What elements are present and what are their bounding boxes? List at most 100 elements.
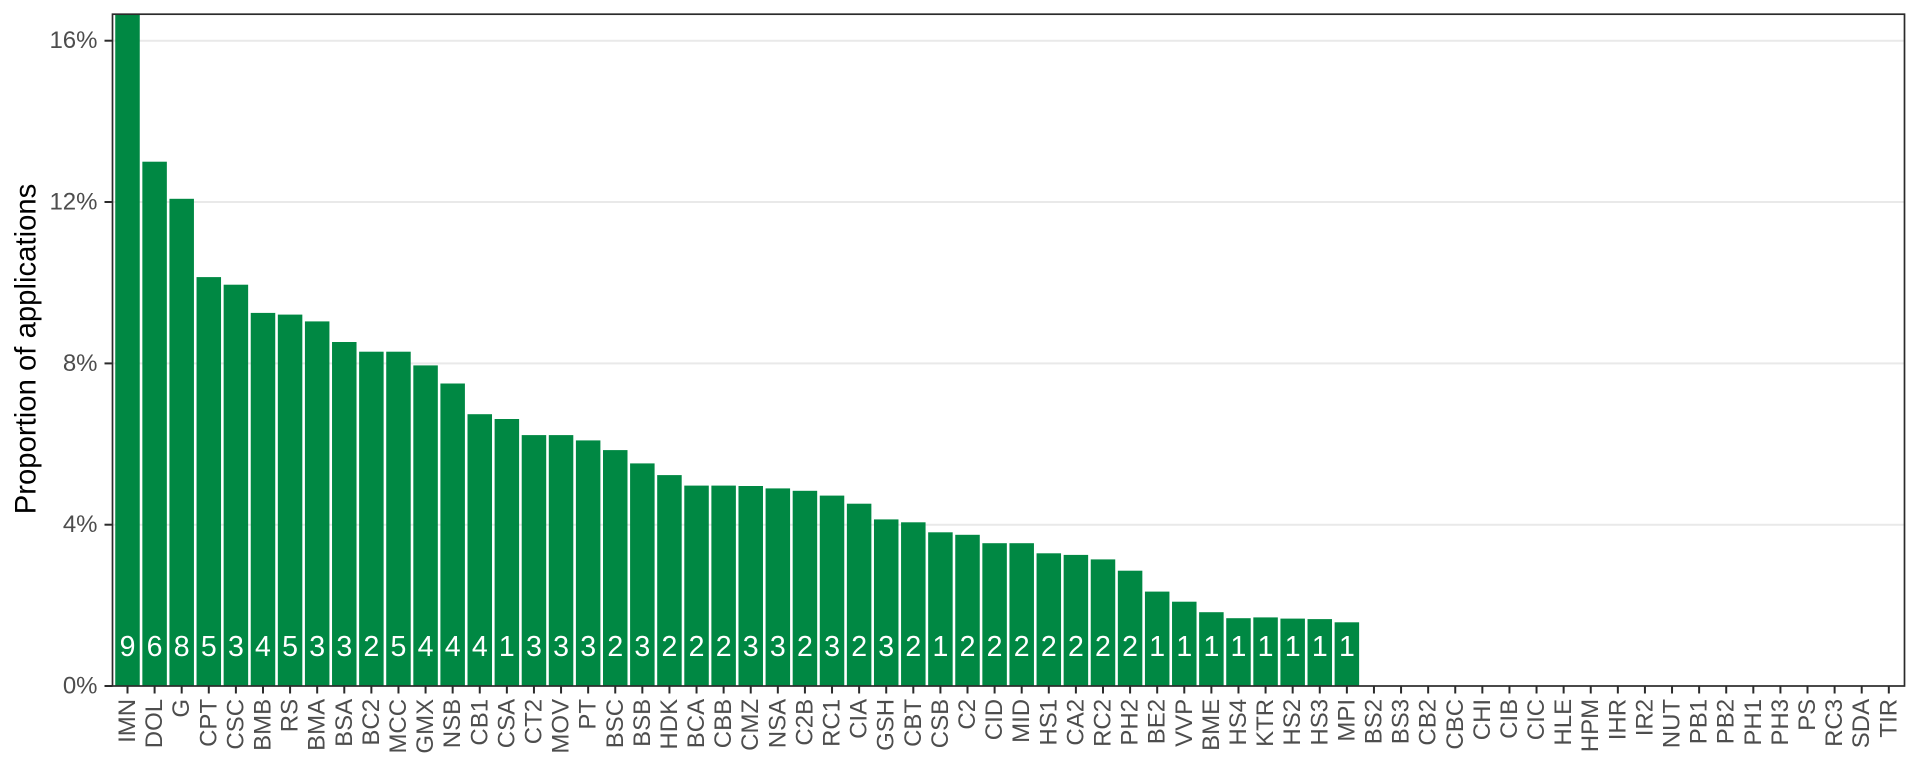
svg-text:9: 9: [120, 631, 136, 663]
svg-text:MPI: MPI: [1333, 699, 1360, 742]
svg-text:HS2: HS2: [1279, 699, 1306, 746]
svg-text:CIB: CIB: [1496, 699, 1523, 739]
svg-text:CMZ: CMZ: [737, 699, 764, 751]
svg-text:CIC: CIC: [1523, 699, 1550, 740]
svg-text:1: 1: [1203, 631, 1219, 663]
svg-text:CSC: CSC: [222, 699, 249, 750]
svg-text:12%: 12%: [49, 189, 97, 216]
svg-text:PH3: PH3: [1767, 699, 1794, 746]
svg-text:NUT: NUT: [1659, 699, 1686, 749]
svg-text:CSA: CSA: [493, 699, 520, 748]
svg-text:2: 2: [1095, 631, 1111, 663]
svg-text:HS3: HS3: [1306, 699, 1333, 746]
svg-text:1: 1: [1149, 631, 1165, 663]
svg-text:BE2: BE2: [1144, 699, 1171, 744]
svg-text:3: 3: [553, 631, 569, 663]
svg-text:HPM: HPM: [1577, 699, 1604, 752]
svg-text:GMX: GMX: [412, 699, 439, 754]
svg-text:5: 5: [201, 631, 217, 663]
svg-text:C2: C2: [954, 699, 981, 730]
svg-text:2: 2: [987, 631, 1003, 663]
svg-text:BC2: BC2: [358, 699, 385, 746]
svg-text:PB1: PB1: [1686, 699, 1713, 744]
svg-text:IR2: IR2: [1631, 699, 1658, 736]
svg-text:4: 4: [445, 631, 461, 663]
svg-text:4%: 4%: [63, 511, 98, 538]
svg-text:NSA: NSA: [764, 699, 791, 748]
svg-text:CSB: CSB: [927, 699, 954, 748]
svg-text:CIA: CIA: [846, 699, 873, 739]
svg-text:CID: CID: [981, 699, 1008, 740]
svg-text:2: 2: [1122, 631, 1138, 663]
svg-text:5: 5: [282, 631, 298, 663]
svg-text:2: 2: [1014, 631, 1030, 663]
svg-text:GSH: GSH: [873, 699, 900, 751]
svg-text:PT: PT: [575, 699, 602, 730]
svg-text:1: 1: [932, 631, 948, 663]
svg-text:4: 4: [418, 631, 434, 663]
svg-text:3: 3: [580, 631, 596, 663]
svg-text:1: 1: [1312, 631, 1328, 663]
svg-text:5: 5: [391, 631, 407, 663]
svg-text:DOL: DOL: [141, 699, 168, 748]
svg-text:3: 3: [336, 631, 352, 663]
svg-text:BS2: BS2: [1360, 699, 1387, 744]
svg-text:2: 2: [363, 631, 379, 663]
svg-text:G: G: [168, 699, 195, 718]
svg-text:CB2: CB2: [1415, 699, 1442, 746]
svg-text:MID: MID: [1008, 699, 1035, 743]
svg-text:HS4: HS4: [1225, 699, 1252, 746]
svg-text:CBC: CBC: [1442, 699, 1469, 750]
svg-text:BCA: BCA: [683, 699, 710, 748]
svg-text:3: 3: [770, 631, 786, 663]
svg-text:HDK: HDK: [656, 699, 683, 750]
svg-text:8: 8: [174, 631, 190, 663]
svg-text:BSB: BSB: [629, 699, 656, 747]
svg-text:0%: 0%: [63, 673, 98, 700]
svg-text:CA2: CA2: [1062, 699, 1089, 746]
svg-text:BMA: BMA: [304, 699, 331, 751]
svg-text:C2B: C2B: [791, 699, 818, 746]
svg-text:3: 3: [824, 631, 840, 663]
svg-text:2: 2: [1068, 631, 1084, 663]
svg-text:CBT: CBT: [900, 699, 927, 747]
svg-text:SDA: SDA: [1848, 699, 1875, 748]
svg-text:BSA: BSA: [331, 699, 358, 747]
svg-text:3: 3: [878, 631, 894, 663]
svg-text:4: 4: [255, 631, 271, 663]
svg-text:MCC: MCC: [385, 699, 412, 754]
svg-text:16%: 16%: [49, 27, 97, 54]
svg-text:RC1: RC1: [819, 699, 846, 747]
svg-text:MOV: MOV: [548, 699, 575, 754]
svg-text:8%: 8%: [63, 350, 98, 377]
svg-text:1: 1: [1176, 631, 1192, 663]
svg-text:2: 2: [905, 631, 921, 663]
svg-text:4: 4: [472, 631, 488, 663]
svg-text:3: 3: [309, 631, 325, 663]
svg-text:VVP: VVP: [1171, 699, 1198, 747]
svg-text:CT2: CT2: [520, 699, 547, 744]
svg-text:6: 6: [147, 631, 163, 663]
svg-text:RC2: RC2: [1089, 699, 1116, 747]
svg-text:BSC: BSC: [602, 699, 629, 748]
svg-text:2: 2: [607, 631, 623, 663]
svg-text:NSB: NSB: [439, 699, 466, 748]
svg-text:HLE: HLE: [1550, 699, 1577, 746]
svg-text:BMB: BMB: [249, 699, 276, 751]
svg-text:3: 3: [526, 631, 542, 663]
svg-text:1: 1: [1285, 631, 1301, 663]
svg-text:RS: RS: [277, 699, 304, 732]
svg-text:CB1: CB1: [466, 699, 493, 746]
svg-text:2: 2: [716, 631, 732, 663]
svg-text:CPT: CPT: [195, 699, 222, 747]
svg-text:Proportion of applications: Proportion of applications: [9, 184, 42, 515]
svg-text:3: 3: [743, 631, 759, 663]
svg-text:TIR: TIR: [1875, 699, 1902, 738]
svg-text:1: 1: [1258, 631, 1274, 663]
svg-text:1: 1: [499, 631, 515, 663]
svg-text:PH1: PH1: [1740, 699, 1767, 746]
svg-text:KTR: KTR: [1252, 699, 1279, 747]
svg-text:2: 2: [689, 631, 705, 663]
svg-text:CBB: CBB: [710, 699, 737, 748]
svg-text:2: 2: [797, 631, 813, 663]
